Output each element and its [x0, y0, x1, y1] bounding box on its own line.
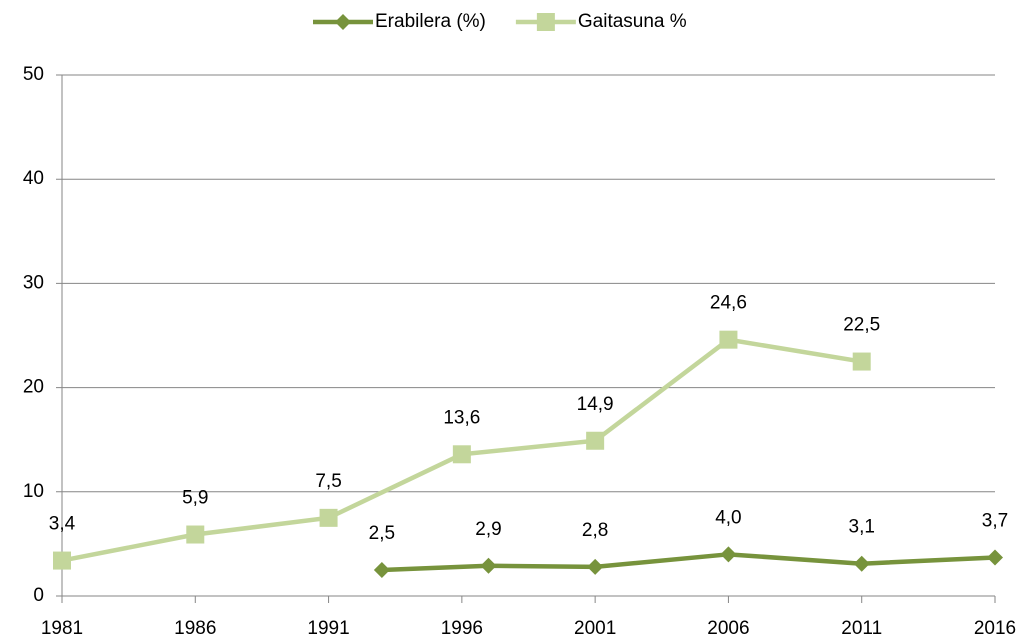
- point: [452, 445, 471, 464]
- point: [586, 431, 605, 450]
- data-label: 3,7: [982, 510, 1008, 531]
- legend-label: Gaitasuna %: [578, 11, 687, 32]
- point: [480, 557, 497, 574]
- data-label: 3,4: [49, 514, 76, 535]
- data-label: 3,1: [849, 517, 875, 538]
- data-label: 2,5: [369, 523, 395, 544]
- data-label: 22,5: [843, 315, 880, 336]
- data-label: 24,6: [710, 293, 747, 314]
- data-label: 7,5: [315, 471, 341, 492]
- legend-marker: [335, 14, 351, 30]
- x-tick-label: 1981: [41, 618, 83, 639]
- point: [53, 551, 71, 570]
- y-tick-label: 20: [23, 377, 44, 398]
- point: [987, 549, 1003, 566]
- point: [853, 555, 870, 572]
- point: [587, 558, 604, 575]
- series-line: [381, 552, 996, 573]
- x-tick-label: 2011: [841, 618, 882, 639]
- x-tick-label: 2016: [974, 618, 1016, 639]
- data-label: 13,6: [443, 407, 480, 428]
- y-tick-label: 40: [23, 168, 44, 189]
- data-label: 5,9: [182, 488, 208, 509]
- y-tick-label: 50: [23, 64, 44, 85]
- y-tick-label: 30: [23, 272, 44, 293]
- point: [319, 508, 338, 527]
- x-tick-label: 1996: [441, 618, 483, 639]
- point: [719, 330, 738, 349]
- point: [186, 525, 205, 544]
- data-label: 14,9: [577, 394, 614, 415]
- data-label: 2,9: [475, 519, 501, 540]
- x-tick-label: 1991: [307, 618, 349, 639]
- y-tick-label: 10: [23, 481, 44, 502]
- x-tick-label: 2001: [574, 618, 616, 639]
- legend-label: Erabilera (%): [375, 11, 486, 32]
- x-tick-label: 2006: [707, 618, 749, 639]
- point: [852, 352, 871, 371]
- data-label: 2,8: [582, 520, 608, 541]
- point: [720, 546, 737, 563]
- legend-marker: [536, 13, 555, 31]
- data-label: 4,0: [715, 507, 741, 528]
- x-tick-label: 1986: [174, 618, 216, 639]
- y-tick-label: 0: [33, 585, 44, 606]
- point: [373, 561, 390, 578]
